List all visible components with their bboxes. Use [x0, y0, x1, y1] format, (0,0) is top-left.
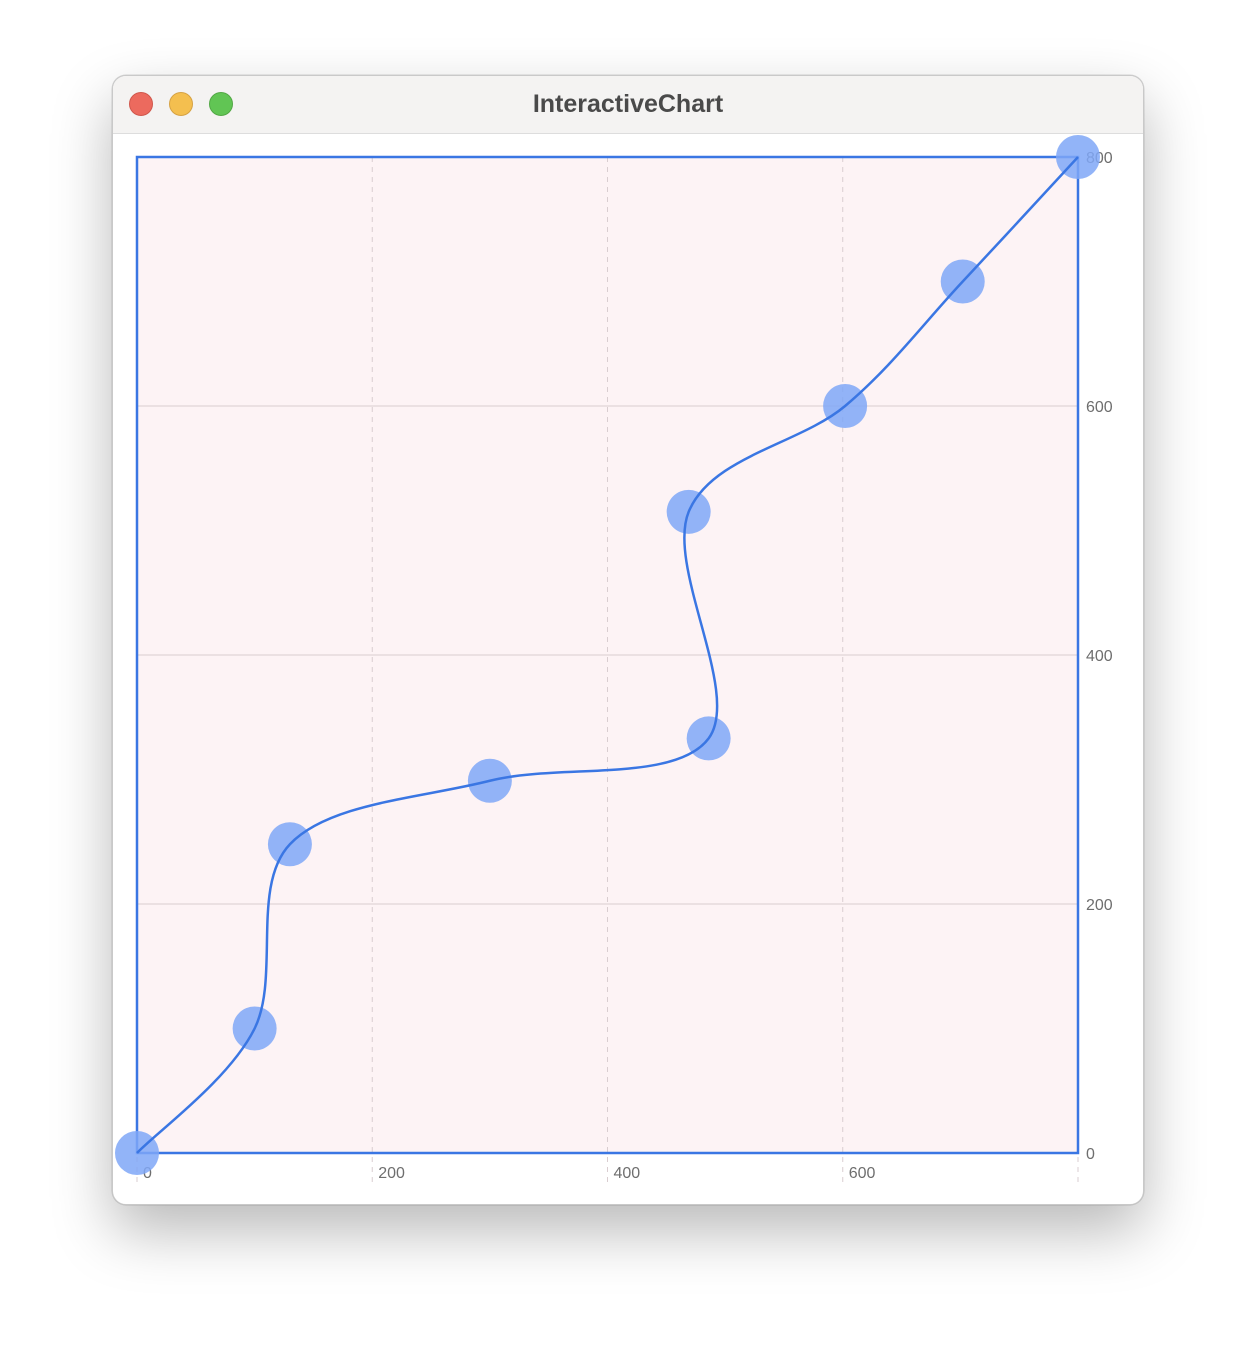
x-tick-label: 400 [614, 1165, 641, 1182]
close-button[interactable] [129, 92, 153, 116]
chart[interactable]: 02004006000200400600800 [113, 76, 1143, 1204]
series-line [136, 156, 1079, 1154]
x-tick-label: 600 [849, 1165, 876, 1182]
y-tick-label: 200 [1086, 897, 1113, 914]
y-tick-label: 600 [1086, 399, 1113, 416]
zoom-button[interactable] [209, 92, 233, 116]
y-tick-label: 0 [1086, 1146, 1095, 1163]
x-tick-label: 200 [378, 1165, 405, 1182]
y-tick-label: 400 [1086, 648, 1113, 665]
app-window: InteractiveChart 02004006000200400600800 [112, 75, 1144, 1205]
plot-frame [135, 155, 1080, 1155]
title-bar: InteractiveChart [113, 76, 1143, 134]
x-tick-label: 0 [143, 1165, 152, 1182]
window-title: InteractiveChart [532, 90, 724, 118]
minimize-button[interactable] [169, 92, 193, 116]
